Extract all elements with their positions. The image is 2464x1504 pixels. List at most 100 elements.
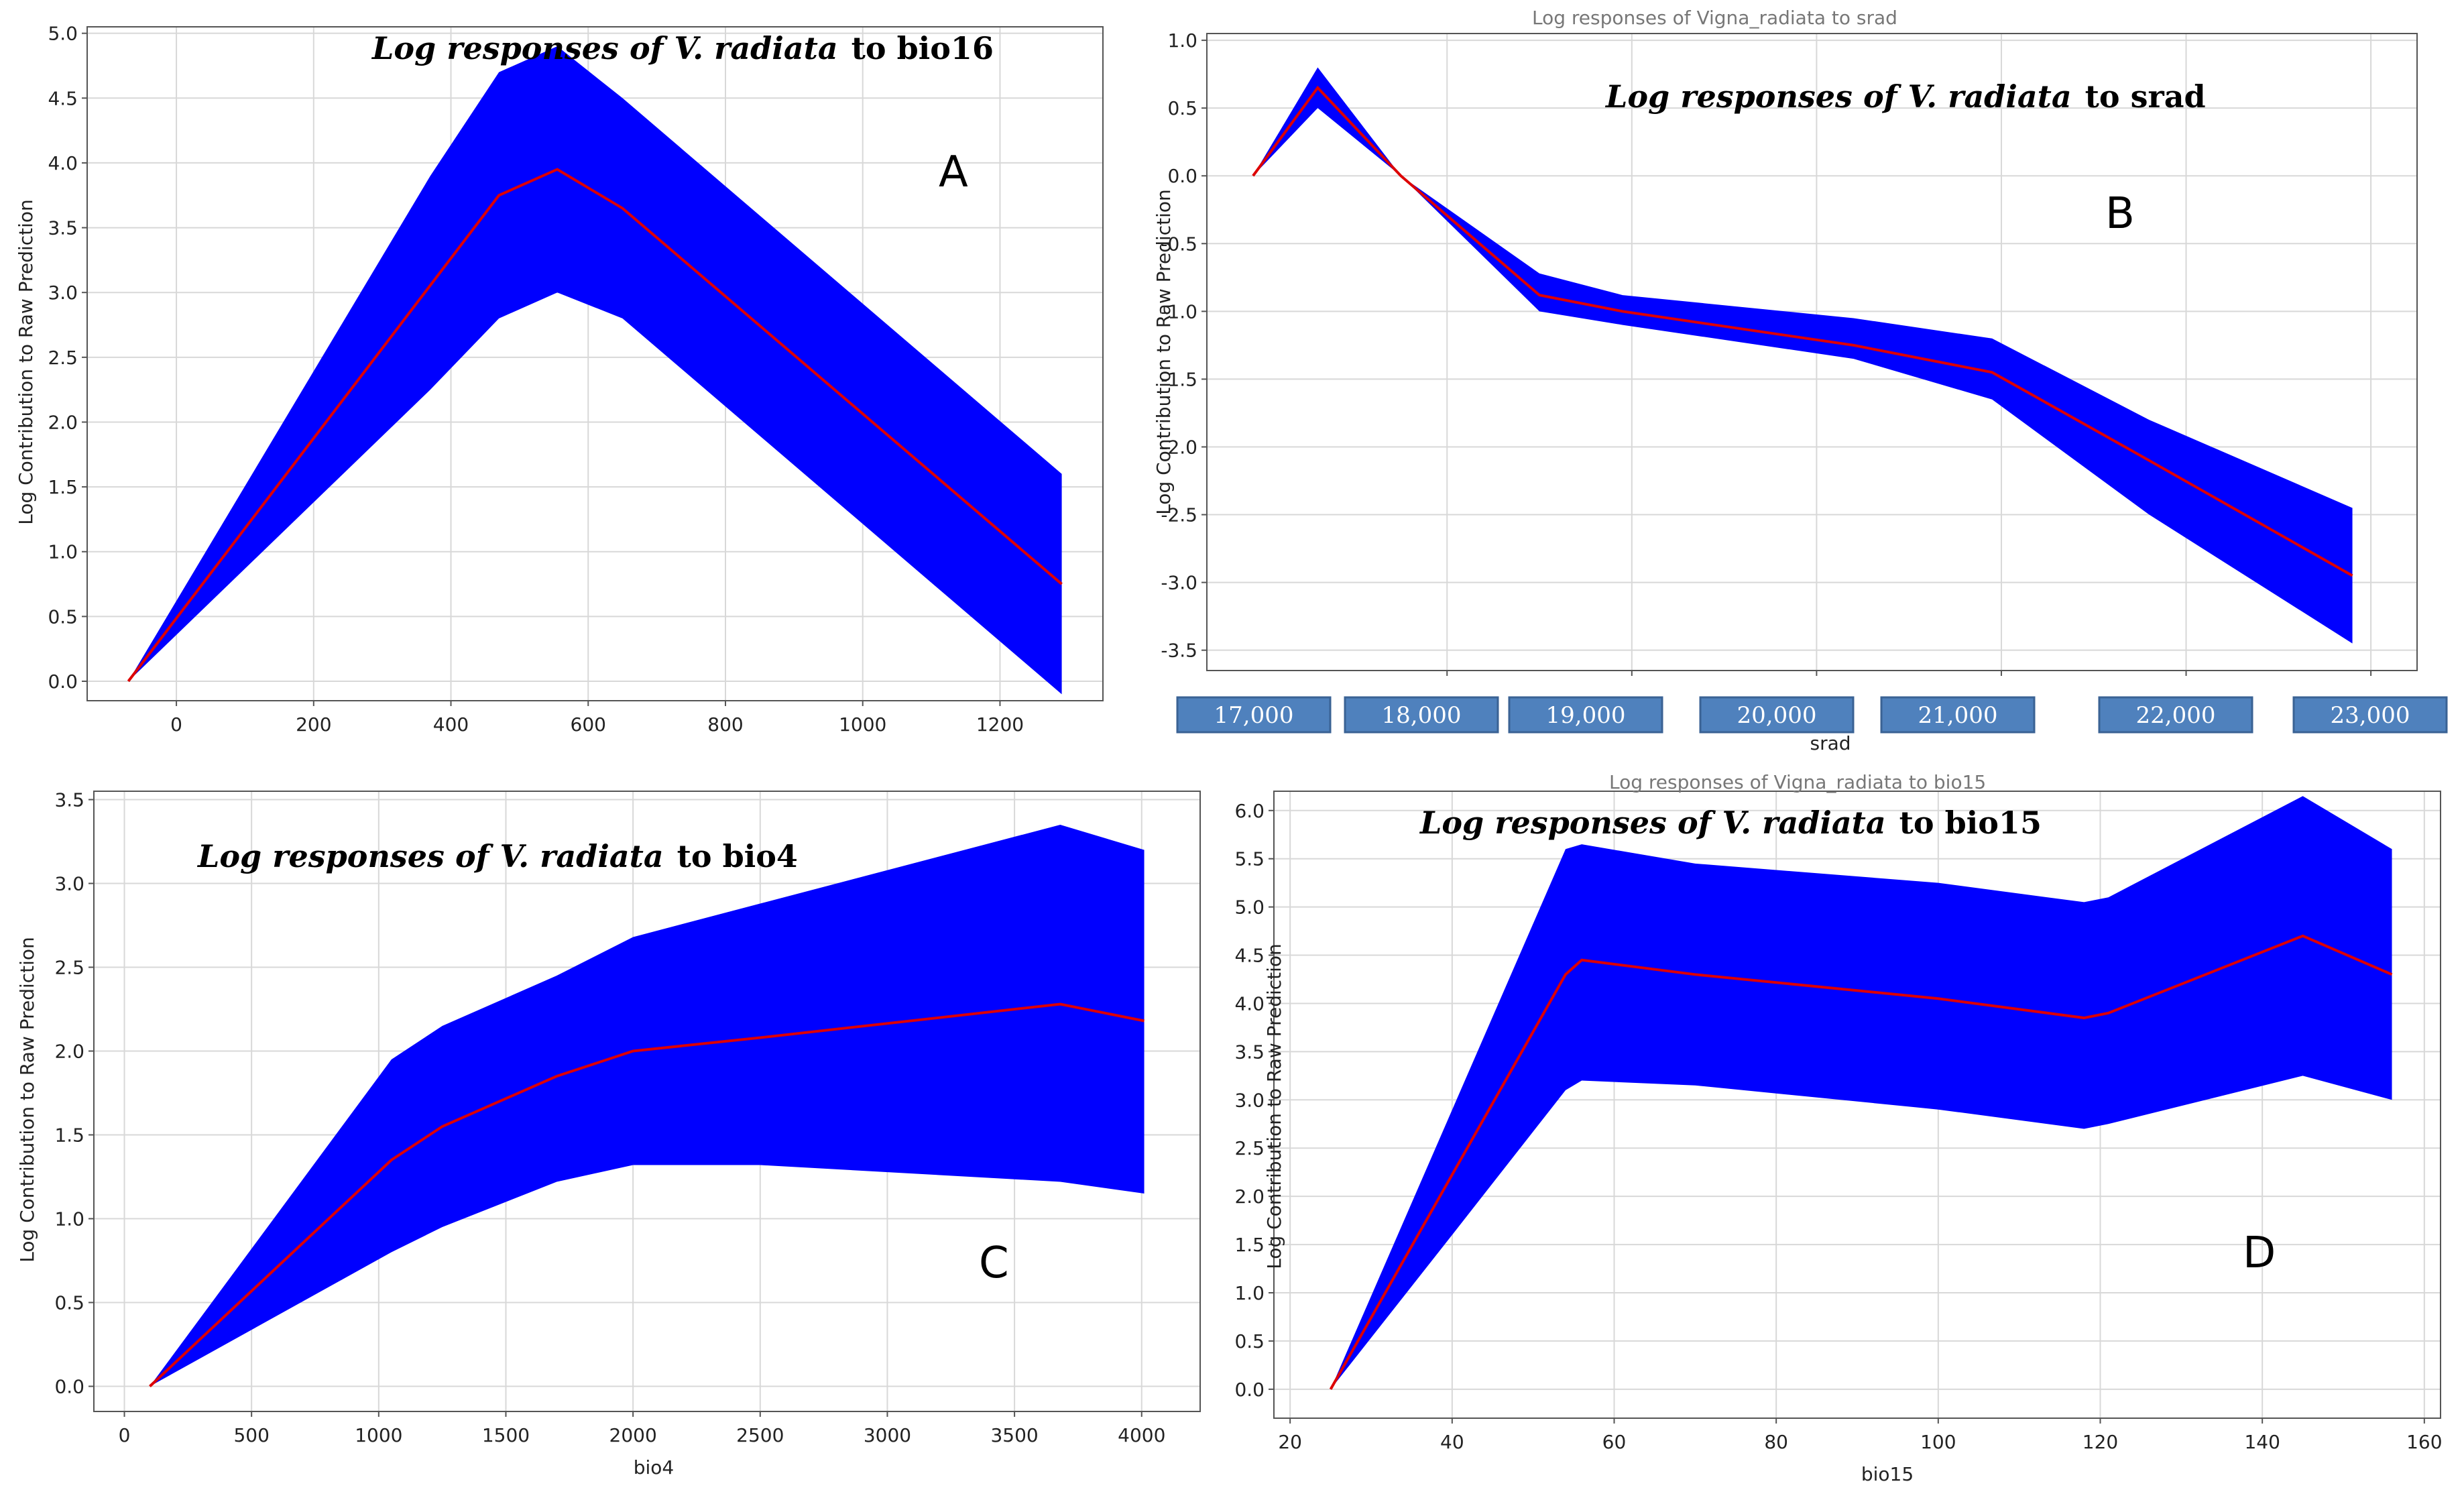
panel-c-ytick-label: 0.5 bbox=[54, 1292, 84, 1314]
panel-d-xtick-label: 160 bbox=[2406, 1431, 2442, 1453]
panel-d-xtick-label: 100 bbox=[1920, 1431, 1956, 1453]
panel-b-x-value-box-label: 17,000 bbox=[1214, 702, 1294, 729]
panel-d-xtick-label: 140 bbox=[2244, 1431, 2280, 1453]
panel-b-ytick-label: -1.0 bbox=[1161, 300, 1197, 323]
panel-a-title-species: Log responses of V. radiata bbox=[371, 30, 838, 66]
panel-b-ytick-label: 0.5 bbox=[1167, 97, 1197, 119]
panel-c-xtick-label: 1500 bbox=[482, 1424, 530, 1446]
panel-a-confidence-band bbox=[128, 46, 1062, 695]
panel-b-ytick-label: -2.0 bbox=[1161, 436, 1197, 458]
panel-a-plot-frame bbox=[86, 26, 1104, 701]
panel-c-ytick-label: 2.5 bbox=[54, 957, 84, 979]
panel-c-ytick-label: 1.5 bbox=[54, 1124, 84, 1147]
panel-d-ytick-label: 6.0 bbox=[1234, 800, 1265, 822]
panel-b-title-variable: to srad bbox=[2085, 78, 2206, 115]
panel-c-ytick-label: 3.5 bbox=[54, 789, 84, 811]
panel-c-xtick-label: 3000 bbox=[864, 1424, 911, 1446]
panel-c-xtick-label: 4000 bbox=[1118, 1424, 1165, 1446]
panel-a-ytick-label: 1.0 bbox=[48, 541, 78, 563]
panel-b-x-value-box-label: 21,000 bbox=[1918, 702, 1998, 729]
panel-b-ytick-label: -0.5 bbox=[1161, 233, 1197, 255]
panel-c-ytick-label: 0.0 bbox=[54, 1376, 84, 1398]
panel-d-title-species: Log responses of V. radiata bbox=[1419, 805, 1886, 841]
panel-b-ytick-label: 0.0 bbox=[1167, 165, 1197, 187]
panel-d-ytick-label: 2.0 bbox=[1234, 1185, 1265, 1208]
panel-a-ytick-label: 3.5 bbox=[48, 217, 78, 239]
panel-c-xtick-label: 0 bbox=[119, 1424, 131, 1446]
panel-b-ytick-label: -2.5 bbox=[1161, 504, 1197, 526]
panel-c-xtick-label: 3500 bbox=[990, 1424, 1038, 1446]
panel-a-ytick-label: 4.0 bbox=[48, 152, 78, 174]
panel-a-ytick-label: 2.5 bbox=[48, 347, 78, 369]
panel-b-x-value-box bbox=[2292, 696, 2448, 734]
panel-d-mean-line bbox=[1329, 934, 2393, 1390]
panel-a-xtick-label: 600 bbox=[571, 713, 606, 736]
panel-c: 0.0 0.5 1.0 1.5 2.0 2.5 3.0 3.5 0 500 1000 1500 2000… bbox=[16, 789, 1201, 1479]
panel-d-confidence-band bbox=[1330, 796, 2392, 1389]
panel-c-ytick-label: 2.0 bbox=[54, 1041, 84, 1063]
panel-d-ytick-label: 0.0 bbox=[1234, 1379, 1265, 1401]
panel-b-x-value-box bbox=[2098, 696, 2253, 734]
panel-c-xtick-label: 500 bbox=[233, 1424, 269, 1446]
panel-b-ytick-label: -1.5 bbox=[1161, 368, 1197, 390]
panel-b-x-value-box bbox=[1176, 696, 1332, 734]
panel-a-ytick-label: 0.5 bbox=[48, 605, 78, 628]
panel-d-ytick-label: 4.0 bbox=[1234, 992, 1265, 1015]
panel-d-ytick-label: 2.5 bbox=[1234, 1137, 1265, 1159]
panel-c-title-species: Log responses of V. radiata bbox=[196, 838, 664, 874]
panel-d-letter: D bbox=[2243, 1228, 2276, 1278]
panel-d-xtick-label: 20 bbox=[1278, 1431, 1302, 1453]
panel-b-x-value-box bbox=[1508, 696, 1663, 734]
panel-b-x-value-box-label: 20,000 bbox=[1737, 702, 1817, 729]
panel-b-x-value-box bbox=[1699, 696, 1855, 734]
panel-b-x-value-box-label: 18,000 bbox=[1382, 702, 1462, 729]
panel-c-xtick-label: 2000 bbox=[609, 1424, 657, 1446]
panel-b-ytick-label: 1.0 bbox=[1167, 30, 1197, 52]
panel-b-original-title: Log responses of Vigna_radiata to srad bbox=[1532, 7, 1897, 29]
panel-d-xtick-label: 80 bbox=[1764, 1431, 1788, 1453]
panel-b-ytick-label: -3.5 bbox=[1161, 640, 1197, 662]
panel-b-y-axis-label: Log Contribution to Raw Prediction bbox=[1153, 189, 1175, 515]
panel-d-y-axis-label: Log Contribution to Raw Prediction bbox=[1263, 943, 1285, 1269]
panel-c-xtick-label: 2500 bbox=[736, 1424, 784, 1446]
panel-d-xtick-label: 40 bbox=[1440, 1431, 1464, 1453]
panel-b-title-species: Log responses of V. radiata bbox=[1604, 78, 2072, 115]
panel-c-title-variable: to bio4 bbox=[677, 838, 798, 874]
panel-d-ytick-label: 4.5 bbox=[1234, 945, 1265, 967]
panel-d-plot-frame bbox=[1273, 791, 2441, 1419]
panel-d-ytick-label: 0.5 bbox=[1234, 1330, 1265, 1352]
panel-b-x-value-box-label: 19,000 bbox=[1546, 702, 1626, 729]
panel-a-xtick-label: 200 bbox=[296, 713, 331, 736]
panel-a-ytick-label: 5.0 bbox=[48, 23, 78, 45]
panel-d-ytick-label: 1.5 bbox=[1234, 1234, 1265, 1256]
panel-a-y-axis-label: Log Contribution to Raw Prediction bbox=[15, 199, 37, 525]
panel-c-title: Log responses of V. radiata to bio4 bbox=[196, 838, 798, 874]
panel-a-xtick-label: 400 bbox=[433, 713, 469, 736]
panel-b-x-value-box-label: 23,000 bbox=[2331, 702, 2410, 729]
panel-a-mean-line bbox=[127, 168, 1063, 683]
panel-a-letter: A bbox=[939, 148, 968, 197]
panel-d-ytick-label: 5.5 bbox=[1234, 848, 1265, 870]
panel-a-title: Log responses of V. radiata to bio16 bbox=[371, 30, 994, 66]
panel-d-title-variable: to bio15 bbox=[1899, 805, 2042, 841]
panel-b-x-value-box bbox=[1880, 696, 2036, 734]
panel-a-xtick-label: 1000 bbox=[839, 713, 886, 736]
plots-layer: 0.00.51.01.52.02.53.03.54.04.55.00 200 400… bbox=[15, 7, 2448, 1485]
panel-d-xtick-label: 60 bbox=[1602, 1431, 1627, 1453]
panel-c-plot-frame bbox=[93, 791, 1201, 1412]
panel-d-title: Log responses of V. radiata to bio15 bbox=[1419, 805, 2042, 841]
panel-a-ytick-label: 0.0 bbox=[48, 671, 78, 693]
panel-b-x-value-box-label: 22,000 bbox=[2136, 702, 2216, 729]
panel-c-letter: C bbox=[979, 1238, 1009, 1288]
panel-d-xtick-label: 120 bbox=[2082, 1431, 2118, 1453]
panel-c-mean-line bbox=[149, 1002, 1145, 1387]
panel-a-title-variable: to bio16 bbox=[852, 30, 994, 66]
panel-a: 0.0 0.5 1.0 1.5 2.0 2.5 3.0 3.5 4.0 4.5 5.0 0 200 400… bbox=[15, 23, 1104, 736]
panel-b-x-axis-label: srad bbox=[1810, 732, 1851, 754]
panel-a-xtick-label: 800 bbox=[707, 713, 743, 736]
panel-a-ytick-label: 3.0 bbox=[48, 282, 78, 304]
panel-c-ytick-label: 1.0 bbox=[54, 1208, 84, 1230]
panel-a-ytick-label: 2.0 bbox=[48, 411, 78, 433]
